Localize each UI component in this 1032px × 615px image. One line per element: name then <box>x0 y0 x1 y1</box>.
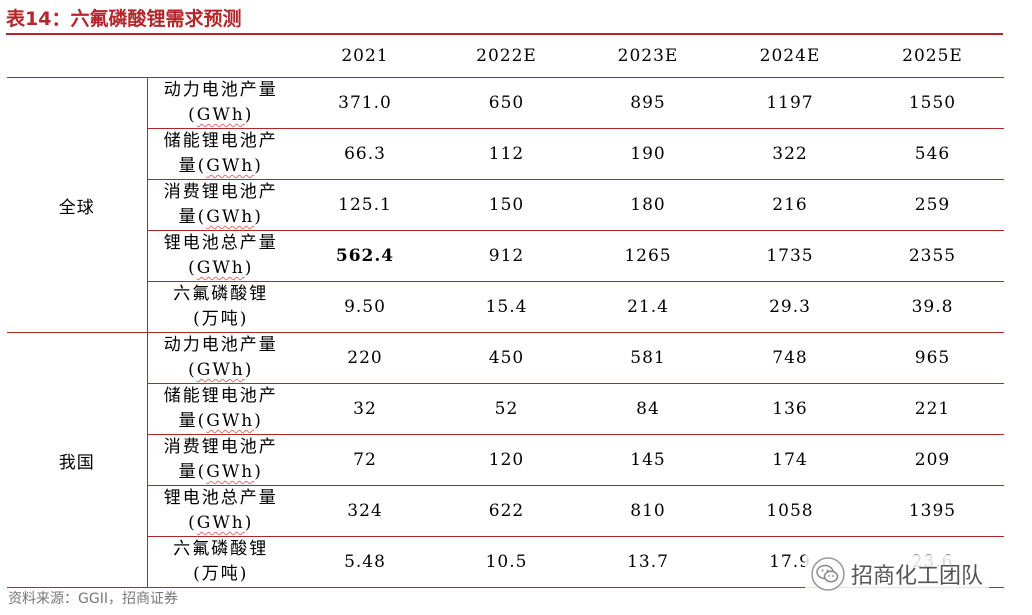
header-year: 2022E <box>436 35 577 78</box>
value-cell: 209 <box>861 434 1004 486</box>
value-cell: 13.7 <box>577 536 719 588</box>
value-cell: 324 <box>294 485 436 537</box>
table-title: 表14：六氟磷酸锂需求预测 <box>6 8 242 30</box>
value-cell: 5.48 <box>294 536 436 588</box>
value-cell: 125.1 <box>294 179 436 231</box>
table-row: 全球 动力电池产量 (GWh) 371.0 650 895 1197 1550 <box>7 77 1004 333</box>
value-cell: 450 <box>436 332 577 384</box>
value-cell: 216 <box>719 179 861 231</box>
value-cell: 66.3 <box>294 128 436 180</box>
value-cell: 145 <box>577 434 719 486</box>
value-cell: 21.4 <box>577 281 719 333</box>
value-cell: 912 <box>436 230 577 282</box>
table-row: 我国 动力电池产量 (GWh) 220 450 581 748 965 <box>7 332 1004 588</box>
region-china: 我国 <box>7 332 148 588</box>
value-cell: 895 <box>577 77 719 129</box>
table-row: 锂电池总产量 (GWh) 324 622 810 1058 1395 <box>7 485 1004 537</box>
value-cell: 259 <box>861 179 1004 231</box>
header-empty-cell <box>147 35 294 78</box>
value-cell: 136 <box>719 383 861 435</box>
value-cell: 174 <box>719 434 861 486</box>
wechat-icon <box>811 557 845 591</box>
value-cell: 29.3 <box>719 281 861 333</box>
value-cell: 15.4 <box>436 281 577 333</box>
value-cell: 965 <box>861 332 1004 384</box>
value-cell: 120 <box>436 434 577 486</box>
row-label: 消费锂电池产 量(GWh) <box>147 179 294 231</box>
value-cell: 810 <box>577 485 719 537</box>
value-cell: 220 <box>294 332 436 384</box>
value-cell: 650 <box>436 77 577 129</box>
value-cell: 190 <box>577 128 719 180</box>
row-label: 六氟磷酸锂 (万吨) <box>147 281 294 333</box>
value-cell: 1265 <box>577 230 719 282</box>
value-cell: 748 <box>719 332 861 384</box>
forecast-table: 2021 2022E 2023E 2024E 2025E 全球 动力电池产量 (G… <box>7 35 1004 588</box>
table-row: 锂电池总产量 (GWh) 562.4 912 1265 1735 2355 <box>7 230 1004 282</box>
header-year: 2023E <box>577 35 719 78</box>
value-cell: 1735 <box>719 230 861 282</box>
header-year: 2021 <box>294 35 436 78</box>
region-global: 全球 <box>7 77 148 333</box>
value-cell: 581 <box>577 332 719 384</box>
table-row: 六氟磷酸锂 (万吨) 9.50 15.4 21.4 29.3 39.8 <box>7 281 1004 333</box>
title-rule <box>6 33 1003 35</box>
value-cell: 546 <box>861 128 1004 180</box>
row-label: 锂电池总产量 (GWh) <box>147 485 294 537</box>
value-cell: 10.5 <box>436 536 577 588</box>
row-label: 储能锂电池产 量(GWh) <box>147 383 294 435</box>
value-cell: 562.4 <box>294 230 436 282</box>
table-row: 消费锂电池产 量(GWh) 72 120 145 174 209 <box>7 434 1004 486</box>
header-year: 2024E <box>719 35 861 78</box>
value-cell: 180 <box>577 179 719 231</box>
table-row: 消费锂电池产 量(GWh) 125.1 150 180 216 259 <box>7 179 1004 231</box>
value-cell: 39.8 <box>861 281 1004 333</box>
header-year: 2025E <box>861 35 1004 78</box>
value-cell: 52 <box>436 383 577 435</box>
row-label: 锂电池总产量 (GWh) <box>147 230 294 282</box>
table-row: 储能锂电池产 量(GWh) 66.3 112 190 322 546 <box>7 128 1004 180</box>
value-cell: 32 <box>294 383 436 435</box>
value-cell: 1395 <box>861 485 1004 537</box>
value-cell: 322 <box>719 128 861 180</box>
header-empty-cell <box>7 35 147 78</box>
table-header-row: 2021 2022E 2023E 2024E 2025E <box>7 35 1004 78</box>
value-cell: 112 <box>436 128 577 180</box>
value-cell: 150 <box>436 179 577 231</box>
value-cell: 9.50 <box>294 281 436 333</box>
value-cell: 72 <box>294 434 436 486</box>
row-label: 储能锂电池产 量(GWh) <box>147 128 294 180</box>
row-label: 六氟磷酸锂 (万吨) <box>147 536 294 588</box>
row-label: 消费锂电池产 量(GWh) <box>147 434 294 486</box>
table-row: 储能锂电池产 量(GWh) 32 52 84 136 221 <box>7 383 1004 435</box>
value-cell: 2355 <box>861 230 1004 282</box>
source-note: 资料来源：GGII，招商证券 <box>8 591 178 607</box>
row-label: 动力电池产量 (GWh) <box>147 77 294 129</box>
value-cell: 1197 <box>719 77 861 129</box>
value-cell: 371.0 <box>294 77 436 129</box>
watermark: 招商化工团队 <box>805 555 990 593</box>
value-cell: 84 <box>577 383 719 435</box>
value-cell: 1550 <box>861 77 1004 129</box>
value-cell: 622 <box>436 485 577 537</box>
value-cell: 1058 <box>719 485 861 537</box>
value-cell: 221 <box>861 383 1004 435</box>
watermark-text: 招商化工团队 <box>851 564 984 589</box>
row-label: 动力电池产量 (GWh) <box>147 332 294 384</box>
